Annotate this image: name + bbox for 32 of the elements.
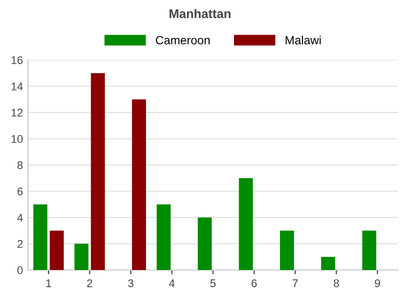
y-tick-label: 8 — [17, 161, 23, 170]
bar — [74, 244, 88, 270]
y-tick-label: 12 — [12, 108, 23, 117]
bar — [238, 178, 253, 270]
bar — [33, 204, 48, 270]
x-tick-label: 8 — [334, 279, 339, 288]
y-tick-label: 6 — [18, 188, 23, 196]
x-tick-label: 9 — [374, 279, 380, 288]
y-tick-label: 2 — [18, 240, 23, 248]
bar — [321, 256, 336, 270]
x-tick-label: 5 — [210, 279, 216, 288]
bar — [198, 218, 212, 270]
bar — [50, 230, 64, 270]
legend-label: Malawi — [286, 36, 321, 44]
x-tick-label: 6 — [252, 279, 257, 288]
bar — [156, 204, 171, 270]
y-tick-label: 0 — [17, 266, 23, 274]
chart-title: Manhattan — [170, 8, 230, 18]
y-tick-label: 10 — [12, 135, 23, 143]
bar — [362, 230, 376, 270]
x-tick-label: 4 — [169, 279, 175, 288]
bar — [132, 99, 146, 270]
x-tick-label: 2 — [87, 279, 92, 288]
bar — [280, 230, 294, 270]
x-tick-label: 7 — [292, 279, 298, 288]
y-tick-label: 4 — [17, 214, 23, 222]
bar — [90, 73, 105, 270]
y-tick-label: 16 — [12, 56, 23, 64]
y-tick-label: 14 — [12, 82, 23, 90]
x-tick-label: 1 — [46, 279, 52, 288]
legend-label: Cameroon — [156, 36, 210, 44]
x-tick-label: 3 — [128, 279, 134, 288]
